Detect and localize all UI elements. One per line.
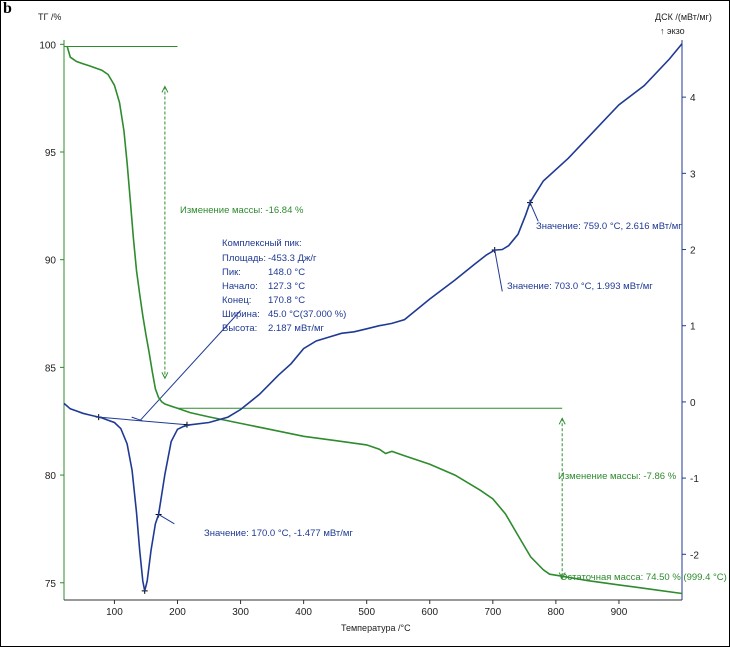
panel-label: b [3,0,12,17]
x-tick-label: 900 [611,607,628,618]
complex-peak-peak-label: Пик: [222,267,241,278]
series-line-dsc [63,43,683,592]
y-left-axis-title: ТГ /% [38,12,61,22]
exo-direction-label: ↑ экзо [660,26,685,36]
y-left-tick-label: 90 [45,256,57,267]
complex-peak-end-label: Конец: [222,295,251,306]
complex-peak-onset-value: 127.3 °C [268,281,305,292]
annotation-guides [64,45,566,594]
y-right-tick-label: 2 [690,246,696,257]
complex-peak-height-label: Высота: [222,323,257,334]
x-tick-label: 200 [169,607,186,618]
series-line-tg [66,46,683,595]
complex-peak-width-value: 45.0 °C(37.000 %) [268,309,346,320]
annotation-mass-change-1: Изменение массы: -16.84 % [180,205,304,216]
complex-peak-leader [139,310,241,422]
mass-change-arrow-2-head-bottom [558,572,566,580]
annotation-value-759: Значение: 759.0 °C, 2.616 мВт/мг [536,221,682,232]
y-left-tick-label: 95 [45,148,57,159]
axes [63,40,683,601]
x-axis-title: Температура /°C [341,623,411,633]
complex-peak-onset-label: Начало: [222,281,258,292]
complex-peak-area-value: -453.3 Дж/г [268,253,317,264]
y-right-tick-label: -2 [690,550,699,561]
x-tick-label: 400 [295,607,312,618]
complex-peak-peak-value: 148.0 °C [268,267,305,278]
y-right-tick-label: 4 [690,93,696,104]
y-right-tick-label: 3 [690,169,696,180]
x-tick-label: 300 [232,607,249,618]
y-left-tick-label: 80 [45,471,57,482]
value-170-leader [158,514,175,525]
complex-peak-end-value: 170.8 °C [268,295,305,306]
value-703-leader [494,249,503,292]
mass-change-arrow-1-head-bottom [161,372,169,380]
x-tick-label: 100 [106,607,123,618]
mass-change-arrow-1-head-top [161,85,169,93]
x-tick-label: 600 [421,607,438,618]
annotation-residual-mass: Остаточная масса: 74.50 % (999.4 °C) [560,572,727,583]
annotation-complex-peak: Комплексный пик: Площадь: -453.3 Дж/г Пи… [222,238,346,334]
y-left-tick-label: 85 [45,363,57,374]
complex-peak-width-label: Ширина: [222,309,260,320]
x-tick-label: 700 [484,607,501,618]
x-tick-label: 500 [358,607,375,618]
peak-onset-tangent [131,416,143,422]
annotation-value-703: Значение: 703.0 °C, 1.993 мВт/мг [507,281,653,292]
mass-change-arrow-2-head-top [558,417,566,425]
y-left-tick-label: 100 [39,40,56,51]
annotation-mass-change-2: Изменение массы: -7.86 % [558,471,677,482]
annotation-value-170: Значение: 170.0 °C, -1.477 мВт/мг [204,528,353,539]
value-759-leader [529,202,539,222]
y-right-axis-title: ДСК /(мВт/мг) [655,12,712,22]
y-left-tick-label: 75 [45,579,57,590]
y-right-tick-label: 0 [690,398,696,409]
y-right-tick-label: -1 [690,474,699,485]
complex-peak-height-value: 2.187 мВт/мг [268,323,324,334]
y-right-tick-label: 1 [690,322,696,333]
complex-peak-area-label: Площадь: [222,253,266,264]
tick-group: 100 200 300 400 500 600 700 800 900 75 80 85 90 95 100… [39,40,699,618]
complex-peak-title: Комплексный пик: [222,238,302,249]
x-tick-label: 800 [548,607,565,618]
